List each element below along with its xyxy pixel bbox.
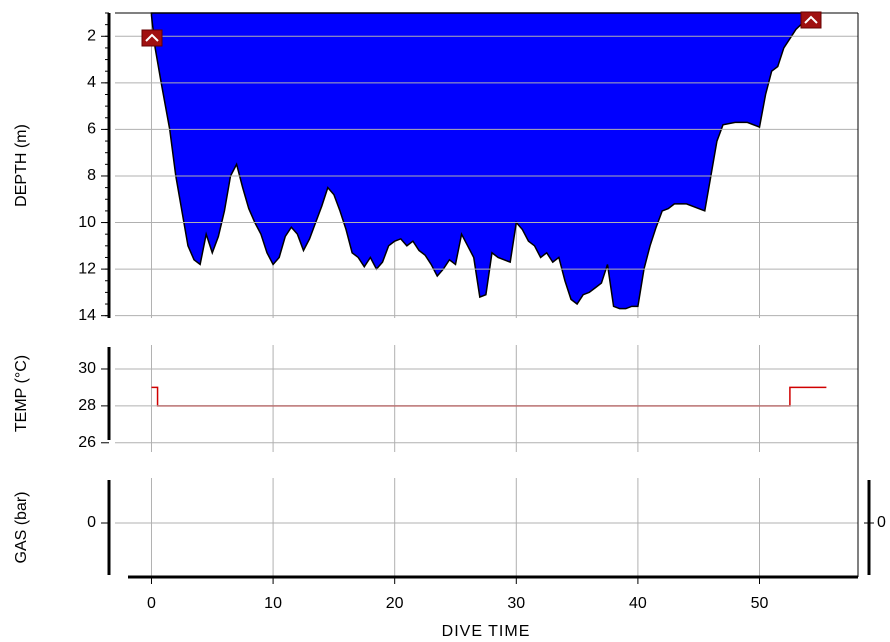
- y-tick-label: 6: [87, 121, 96, 138]
- y-axis-label: DEPTH (m): [13, 124, 30, 207]
- start-icon: [141, 29, 163, 47]
- end-icon: [800, 11, 822, 29]
- x-axis-label: DIVE TIME: [442, 623, 531, 640]
- x-tick-label: 10: [264, 595, 282, 612]
- y-tick-label: 8: [87, 167, 96, 184]
- y-axis-label: GAS (bar): [13, 491, 30, 563]
- x-tick-label: 0: [147, 595, 156, 612]
- y-tick-label: 26: [78, 434, 96, 451]
- y-tick-label: 28: [78, 397, 96, 414]
- x-tick-label: 30: [507, 595, 525, 612]
- y-tick-label: 0: [87, 514, 96, 531]
- y-tick-label: 14: [78, 307, 96, 324]
- x-tick-label: 40: [629, 595, 647, 612]
- depth-area: [150, 12, 819, 310]
- y-tick-label: 30: [78, 360, 96, 377]
- y-tick-label: 10: [78, 214, 96, 231]
- y-tick-label: 12: [78, 260, 96, 277]
- end-icon-glyph: [804, 15, 818, 24]
- y-axis-label: TEMP (°C): [13, 355, 30, 432]
- x-tick-label: 20: [386, 595, 404, 612]
- y2-tick-label: 0: [877, 514, 886, 531]
- y-tick-label: 4: [87, 74, 96, 91]
- y-tick-label: 2: [87, 28, 96, 45]
- start-icon-glyph: [145, 33, 159, 42]
- x-tick-label: 50: [751, 595, 769, 612]
